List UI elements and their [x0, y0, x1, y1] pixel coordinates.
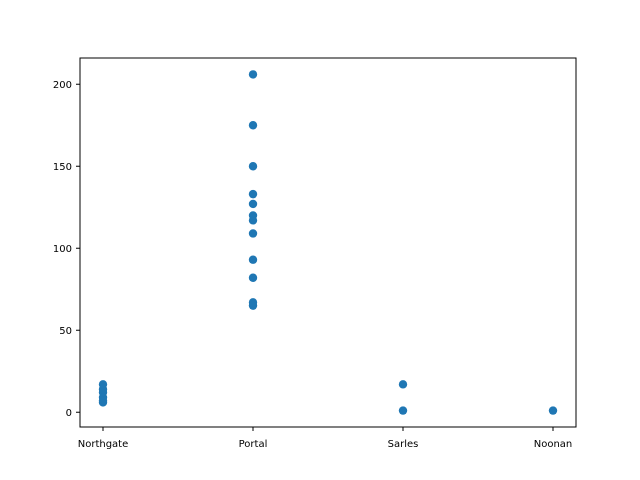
data-point — [398, 380, 408, 389]
data-point — [248, 162, 258, 171]
x-tick-label-sarles: Sarles — [388, 439, 419, 450]
x-tick-label-northgate: Northgate — [78, 439, 129, 450]
y-tick-label: 100 — [53, 244, 72, 255]
data-point — [248, 121, 258, 130]
data-point — [248, 255, 258, 264]
y-tick-label: 150 — [53, 162, 72, 173]
data-point — [398, 406, 408, 415]
data-point — [248, 70, 258, 79]
x-axis: Northgate Portal Sarles Noonan — [78, 427, 573, 450]
data-point — [248, 273, 258, 282]
data-point — [248, 211, 258, 220]
y-tick-label: 0 — [66, 408, 72, 419]
data-point — [248, 229, 258, 238]
y-tick-label: 200 — [53, 80, 72, 91]
data-point — [248, 298, 258, 307]
data-point — [548, 406, 558, 415]
data-point — [248, 199, 258, 209]
data-point — [248, 189, 258, 199]
x-tick-label-portal: Portal — [239, 439, 268, 450]
y-axis: 0 50 100 150 200 — [53, 80, 80, 419]
y-tick-label: 50 — [59, 326, 72, 337]
plot-frame — [79, 57, 577, 428]
data-point — [98, 380, 108, 389]
points-layer — [98, 70, 558, 415]
x-tick-label-noonan: Noonan — [534, 439, 573, 450]
plot-area — [80, 58, 576, 427]
